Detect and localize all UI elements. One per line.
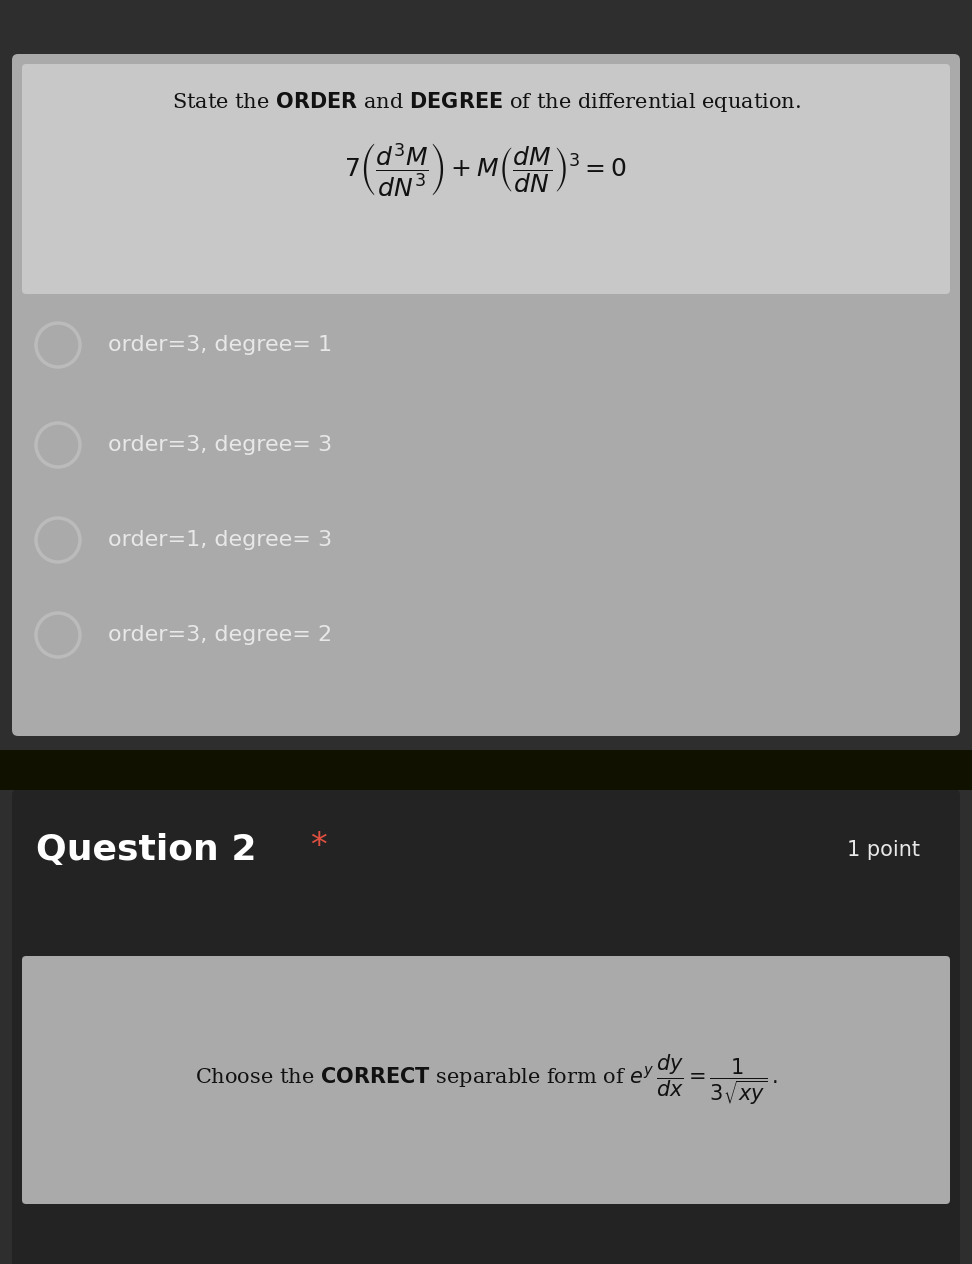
Text: order=3, degree= 3: order=3, degree= 3 (108, 435, 332, 455)
Text: order=3, degree= 2: order=3, degree= 2 (108, 624, 332, 645)
Text: order=3, degree= 1: order=3, degree= 1 (108, 335, 332, 355)
Text: order=1, degree= 3: order=1, degree= 3 (108, 530, 332, 550)
Text: *: * (310, 830, 327, 863)
FancyBboxPatch shape (0, 750, 972, 790)
FancyBboxPatch shape (12, 54, 960, 736)
Text: Choose the $\mathbf{CORRECT}$ separable form of $e^{y}\,\dfrac{dy}{dx}=\dfrac{1}: Choose the $\mathbf{CORRECT}$ separable … (194, 1053, 778, 1107)
Text: $7\left(\dfrac{d^3M}{dN^3}\right)+M\left(\dfrac{dM}{dN}\right)^3=0$: $7\left(\dfrac{d^3M}{dN^3}\right)+M\left… (344, 142, 628, 198)
Text: 1 point: 1 point (847, 841, 920, 860)
FancyBboxPatch shape (12, 789, 960, 1264)
Text: Question 2: Question 2 (36, 833, 269, 867)
Text: State the $\mathbf{ORDER}$ and $\mathbf{DEGREE}$ of the differential equation.: State the $\mathbf{ORDER}$ and $\mathbf{… (171, 90, 801, 114)
FancyBboxPatch shape (22, 64, 950, 295)
FancyBboxPatch shape (22, 956, 950, 1205)
